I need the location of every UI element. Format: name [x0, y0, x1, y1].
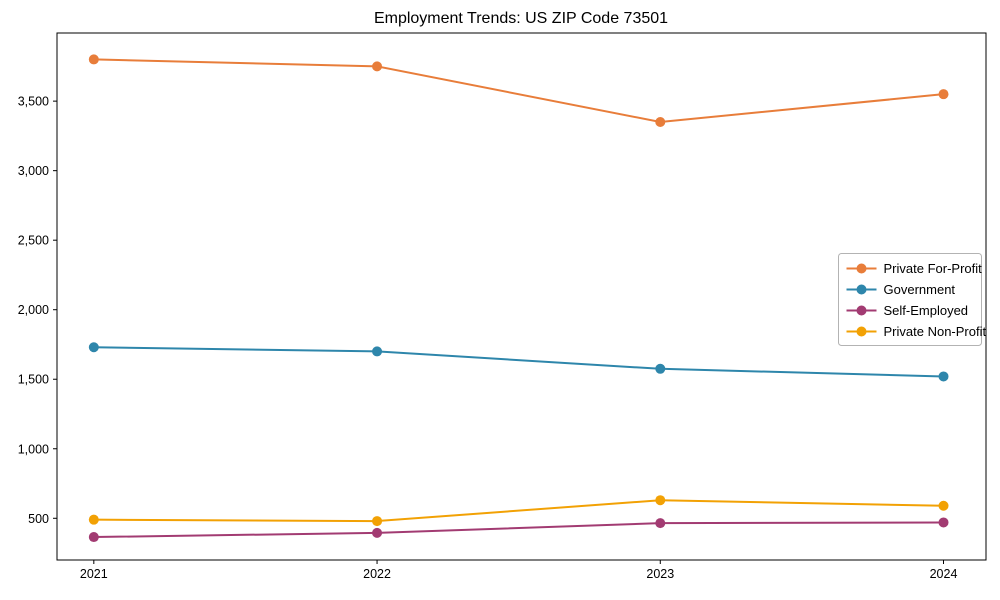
- data-point-marker: [938, 500, 949, 511]
- legend-marker: [856, 263, 867, 274]
- x-tick-label: 2023: [646, 567, 674, 581]
- x-tick-label: 2022: [363, 567, 391, 581]
- y-axis: 500 1,000 1,500 2,000 2,500 3,000 3,500: [18, 95, 57, 526]
- legend-label: Private Non-Profit: [884, 324, 987, 339]
- data-point-marker: [372, 516, 383, 527]
- data-point-marker: [938, 517, 949, 528]
- data-point-marker: [938, 371, 949, 382]
- y-tick-label: 3,000: [18, 164, 49, 178]
- legend-marker: [856, 326, 867, 337]
- series-private-for-profit: [88, 54, 949, 127]
- data-point-marker: [88, 342, 99, 353]
- y-tick-label: 2,000: [18, 303, 49, 317]
- y-tick-label: 2,500: [18, 234, 49, 248]
- data-point-marker: [372, 346, 383, 357]
- series-line-self-employed: [93, 521, 944, 539]
- legend-label: Government: [884, 282, 956, 297]
- data-point-marker: [938, 89, 949, 100]
- data-point-marker: [88, 514, 99, 525]
- x-axis: 2021 2022 2023 2024: [80, 560, 958, 581]
- series-line-private-for-profit: [93, 58, 944, 124]
- x-tick-label: 2021: [80, 567, 108, 581]
- legend-box: [838, 253, 982, 346]
- series-line-private-non-profit: [93, 499, 944, 523]
- legend-label: Self-Employed: [884, 303, 969, 318]
- y-tick-label: 3,500: [18, 95, 49, 109]
- legend-marker: [856, 284, 867, 295]
- series-self-employed: [88, 517, 949, 543]
- series-government: [88, 342, 949, 382]
- legend: Private For-Profit Government Self-Employe…: [838, 253, 987, 346]
- data-point-marker: [88, 532, 99, 543]
- data-point-marker: [655, 495, 666, 506]
- y-tick-label: 500: [28, 512, 49, 526]
- x-tick-label: 2024: [930, 567, 958, 581]
- series-private-non-profit: [88, 495, 949, 527]
- chart-title: Employment Trends: US ZIP Code 73501: [374, 10, 668, 27]
- data-point-marker: [655, 363, 666, 374]
- data-point-marker: [372, 61, 383, 72]
- legend-marker: [856, 305, 867, 316]
- plot-border: [56, 32, 987, 561]
- data-point-marker: [655, 518, 666, 529]
- data-point-marker: [88, 54, 99, 65]
- data-point-marker: [372, 527, 383, 538]
- y-tick-label: 1,000: [18, 442, 49, 456]
- legend-label: Private For-Profit: [884, 261, 983, 276]
- y-tick-label: 1,500: [18, 373, 49, 387]
- series-line-government: [93, 346, 944, 378]
- data-point-marker: [655, 116, 666, 127]
